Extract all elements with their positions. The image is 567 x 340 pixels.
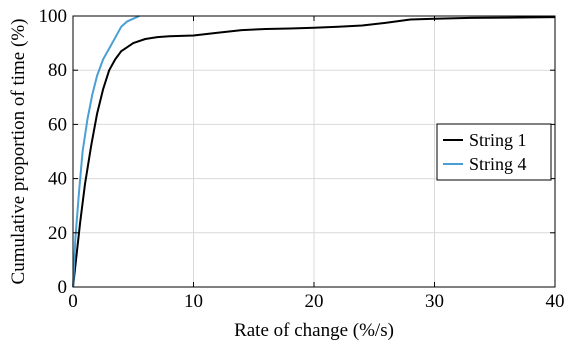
- y-tick-label: 60: [48, 114, 67, 135]
- x-tick-label: 20: [305, 291, 324, 312]
- series-line-string-1: [72, 16, 556, 288]
- ticks: 0 10 20 30 40 0 20 40 60 80 100: [39, 6, 565, 312]
- legend-label-string-4: String 4: [469, 154, 527, 174]
- y-tick-label: 20: [48, 223, 67, 244]
- legend-box: [436, 123, 552, 181]
- series-line-string-4: [72, 15, 140, 288]
- y-tick-label: 100: [39, 6, 68, 27]
- x-tick-label: 40: [546, 291, 565, 312]
- x-axis-label: Rate of change (%/s): [234, 320, 394, 340]
- x-tick-label: 30: [425, 291, 444, 312]
- y-tick-label: 0: [58, 277, 68, 298]
- y-tick-label: 40: [48, 169, 67, 190]
- series-lines: [72, 15, 556, 288]
- x-tick-label: 10: [184, 291, 203, 312]
- y-tick-label: 80: [48, 60, 67, 81]
- grid: [73, 16, 555, 287]
- x-tick-label: 0: [68, 291, 78, 312]
- legend-label-string-1: String 1: [469, 130, 527, 150]
- y-axis-label: Cumulative proportion of time (%): [8, 19, 29, 285]
- legend: String 1 String 4: [436, 123, 552, 181]
